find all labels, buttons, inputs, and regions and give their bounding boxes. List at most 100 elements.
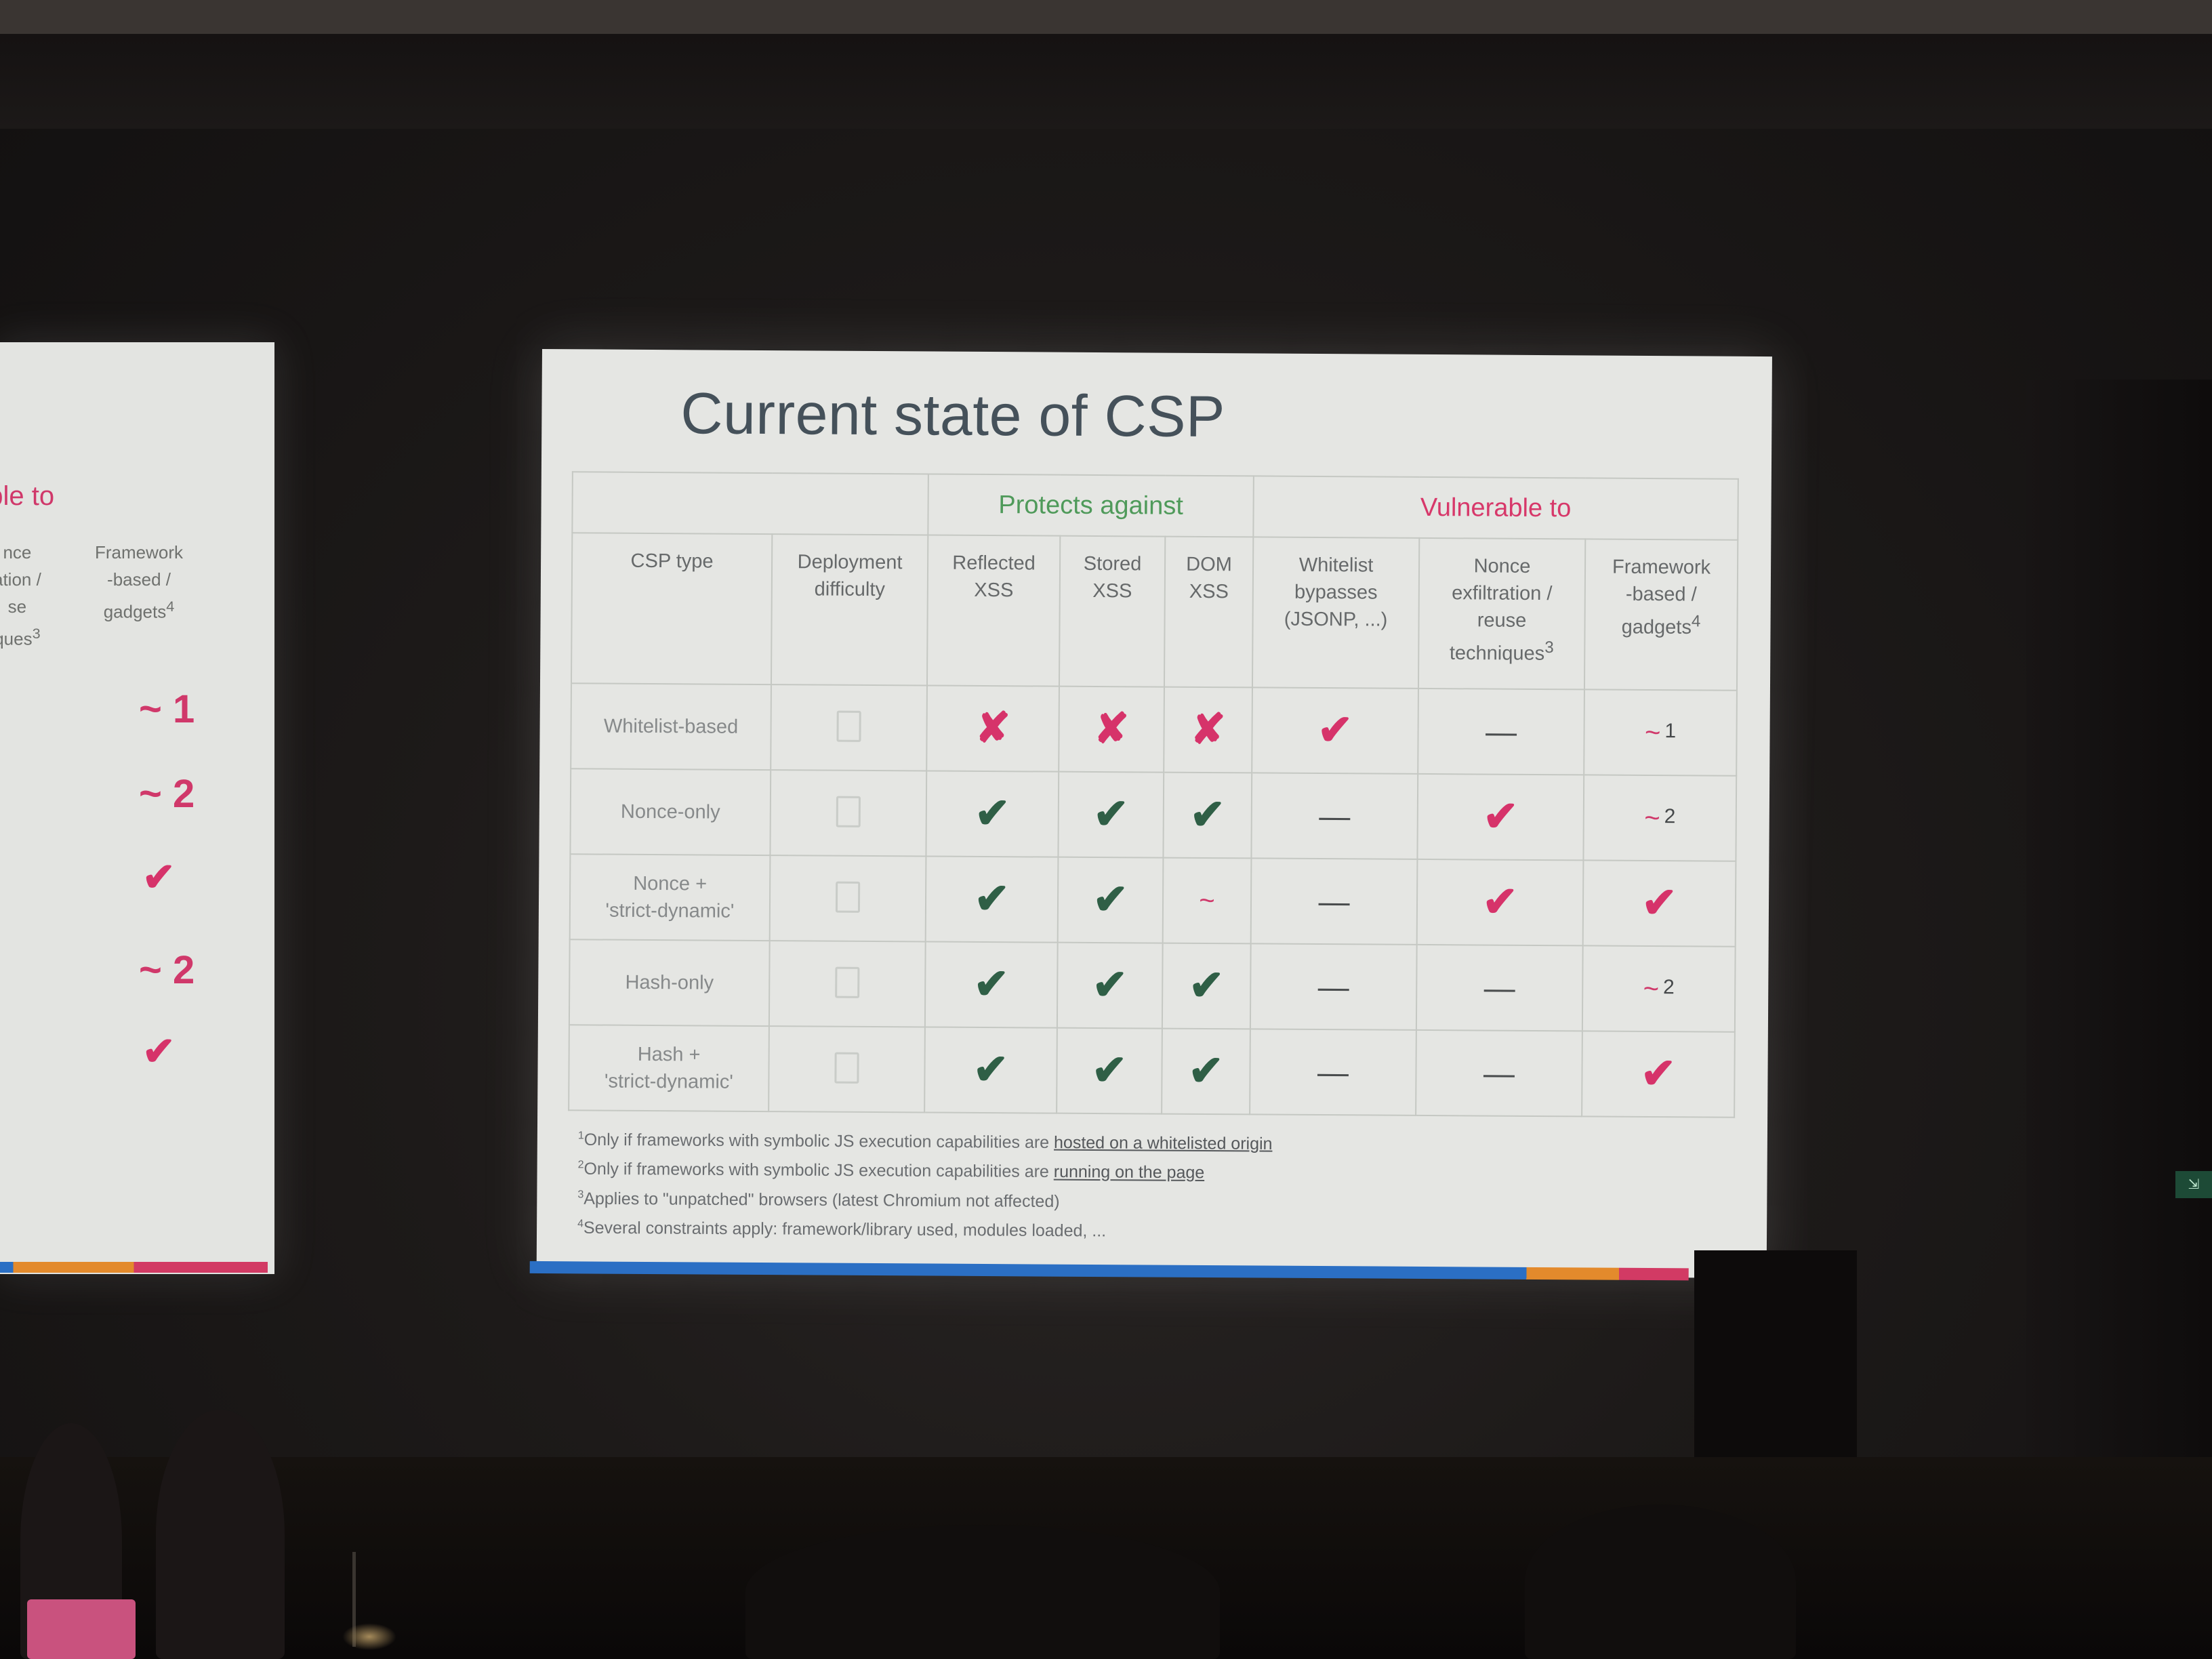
deployment-cell <box>770 770 927 857</box>
desk-lamp <box>352 1552 383 1647</box>
check-icon: ✔ <box>1093 790 1129 838</box>
col-header-deployment: Deployment difficulty <box>771 534 928 686</box>
partial-icon: ~2 <box>1644 802 1676 833</box>
stored-xss-cell: ✔ <box>1057 942 1163 1029</box>
left-slide-mark: ~ 1 <box>139 687 195 731</box>
dom-xss-cell: ✔ <box>1162 943 1251 1029</box>
left-slide-mark: ~ 2 <box>139 772 195 816</box>
table-row: Nonce-only ✔ ✔ ✔ — ✔ ~2 <box>570 769 1737 861</box>
checkbox-icon <box>836 796 861 827</box>
partial-icon: ~2 <box>1643 973 1675 1004</box>
dom-xss-cell: ~ <box>1162 857 1252 944</box>
whitelist-bypass-cell: — <box>1250 1029 1416 1115</box>
nonce-exfiltration-cell: ✔ <box>1417 773 1584 861</box>
col-header-framework-gadgets: Framework -based / gadgets4 <box>1584 539 1738 691</box>
lamp-glow <box>342 1623 396 1650</box>
check-icon: ✔ <box>972 1046 1009 1094</box>
framework-gadgets-cell: ✔ <box>1582 860 1736 947</box>
pink-object <box>27 1599 136 1659</box>
deployment-cell <box>769 855 926 942</box>
col-header-stored-xss: Stored XSS <box>1059 535 1166 687</box>
nonce-exfiltration-cell: — <box>1418 688 1584 775</box>
vulnerable-check-icon: ✔ <box>1640 1050 1677 1098</box>
vulnerable-check-icon: ✔ <box>1482 878 1518 926</box>
check-icon: ✔ <box>1189 962 1225 1010</box>
dash-icon: — <box>1483 970 1515 1006</box>
dash-icon: — <box>1317 969 1349 1005</box>
table-row: Hash-only ✔ ✔ ✔ — — ~2 <box>569 939 1736 1032</box>
framework-gadgets-cell: ~1 <box>1584 689 1737 776</box>
audience-heads <box>1525 1504 1796 1659</box>
table-row: Hash +'strict-dynamic' ✔ ✔ ✔ — — ✔ <box>569 1025 1735 1118</box>
vulnerable-check-icon: ✔ <box>1641 879 1677 927</box>
left-slide-mark: ~ 2 <box>139 948 195 992</box>
slide-title: Current state of CSP <box>680 381 1226 450</box>
row-label-csp-type: Hash-only <box>569 939 770 1027</box>
stored-xss-cell: ✘ <box>1059 686 1164 773</box>
check-icon: ✔ <box>974 875 1010 923</box>
dom-xss-cell: ✘ <box>1164 687 1252 773</box>
group-header-empty <box>572 472 928 535</box>
left-slide-col1-header: nce ation / se ques3 <box>0 542 41 649</box>
row-label-csp-type: Nonce +'strict-dynamic' <box>569 854 771 941</box>
checkbox-icon <box>834 1052 859 1084</box>
checkbox-icon <box>835 966 860 998</box>
reflected-xss-cell: ✔ <box>926 771 1059 857</box>
left-slide-heading-fragment: able to <box>0 481 55 511</box>
whitelist-bypass-cell: — <box>1250 943 1417 1030</box>
person-silhouette <box>156 1410 285 1659</box>
room-ceiling <box>0 34 2212 129</box>
dash-icon: — <box>1318 884 1350 920</box>
table-row: Nonce +'strict-dynamic' ✔ ✔ ~ — ✔ ✔ <box>569 854 1736 947</box>
left-slide-mark: ✔ <box>142 1029 176 1073</box>
left-slide-col2-header: Framework -based / gadgets4 <box>95 542 184 622</box>
row-label-csp-type: Nonce-only <box>570 769 771 856</box>
group-header-vulnerable: Vulnerable to <box>1253 476 1738 540</box>
left-slide-mark: ✔ <box>142 855 176 899</box>
row-label-csp-type: Hash +'strict-dynamic' <box>569 1025 769 1112</box>
footnote: 1Only if frameworks with symbolic JS exe… <box>577 1130 1273 1153</box>
col-header-reflected-xss: Reflected XSS <box>926 535 1061 687</box>
col-header-whitelist-bypasses: Whitelist bypasses (JSONP, ...) <box>1252 537 1420 689</box>
nonce-exfiltration-cell: — <box>1416 944 1583 1031</box>
col-header-nonce-exfiltration: Nonce exfiltration / reuse techniques3 <box>1418 537 1586 690</box>
nonce-exfiltration-cell: ✔ <box>1416 859 1584 946</box>
dash-icon: — <box>1485 714 1517 750</box>
left-projection-slide: able to nce ation / se ques3 Framework -… <box>0 342 274 1274</box>
reflected-xss-cell: ✔ <box>924 941 1058 1028</box>
stored-xss-cell: ✔ <box>1057 1027 1162 1114</box>
column-header-row: CSP type Deployment difficulty Reflected X… <box>571 533 1738 691</box>
cross-icon: ✘ <box>1190 705 1226 754</box>
group-header-protects: Protects against <box>928 474 1254 537</box>
framework-gadgets-cell: ~2 <box>1583 775 1737 861</box>
room-top-band <box>0 0 2212 34</box>
stored-xss-cell: ✔ <box>1058 771 1164 858</box>
framework-gadgets-cell: ~2 <box>1582 945 1736 1032</box>
checkbox-icon <box>836 710 861 742</box>
check-icon: ✔ <box>1188 1047 1224 1095</box>
audience-heads <box>745 1525 1220 1659</box>
deployment-cell <box>771 684 927 771</box>
check-icon: ✔ <box>1092 961 1128 1009</box>
cross-icon: ✘ <box>1093 705 1130 753</box>
vulnerable-check-icon: ✔ <box>1317 707 1353 754</box>
dom-xss-cell: ✔ <box>1162 1028 1250 1115</box>
csp-comparison-table: Protects against Vulnerable to CSP type … <box>568 471 1739 1118</box>
table-body: Whitelist-based ✘ ✘ ✘ ✔ — ~1 Nonce-only ✔ ✔ ✔ — ✔ ~2 N… <box>569 683 1737 1118</box>
nonce-exfiltration-cell: — <box>1416 1029 1582 1117</box>
check-icon: ✔ <box>1092 876 1128 924</box>
framework-gadgets-cell: ✔ <box>1582 1031 1735 1118</box>
dom-xss-cell: ✔ <box>1163 772 1252 859</box>
main-projection-slide: Current state of CSP Protects against Vu… <box>529 349 1772 1281</box>
cross-icon: ✘ <box>975 704 1011 752</box>
dash-icon: — <box>1317 1054 1349 1090</box>
partial-icon: ~1 <box>1644 717 1677 747</box>
deployment-cell <box>769 941 926 1027</box>
reflected-xss-cell: ✘ <box>926 685 1059 772</box>
check-icon: ✔ <box>975 790 1010 838</box>
footnote: 4Several constraints apply: framework/li… <box>577 1218 1107 1241</box>
group-header-row: Protects against Vulnerable to <box>572 472 1738 540</box>
vulnerable-check-icon: ✔ <box>1483 793 1519 840</box>
table-row: Whitelist-based ✘ ✘ ✘ ✔ — ~1 <box>571 683 1737 776</box>
dash-icon: — <box>1483 1055 1515 1091</box>
